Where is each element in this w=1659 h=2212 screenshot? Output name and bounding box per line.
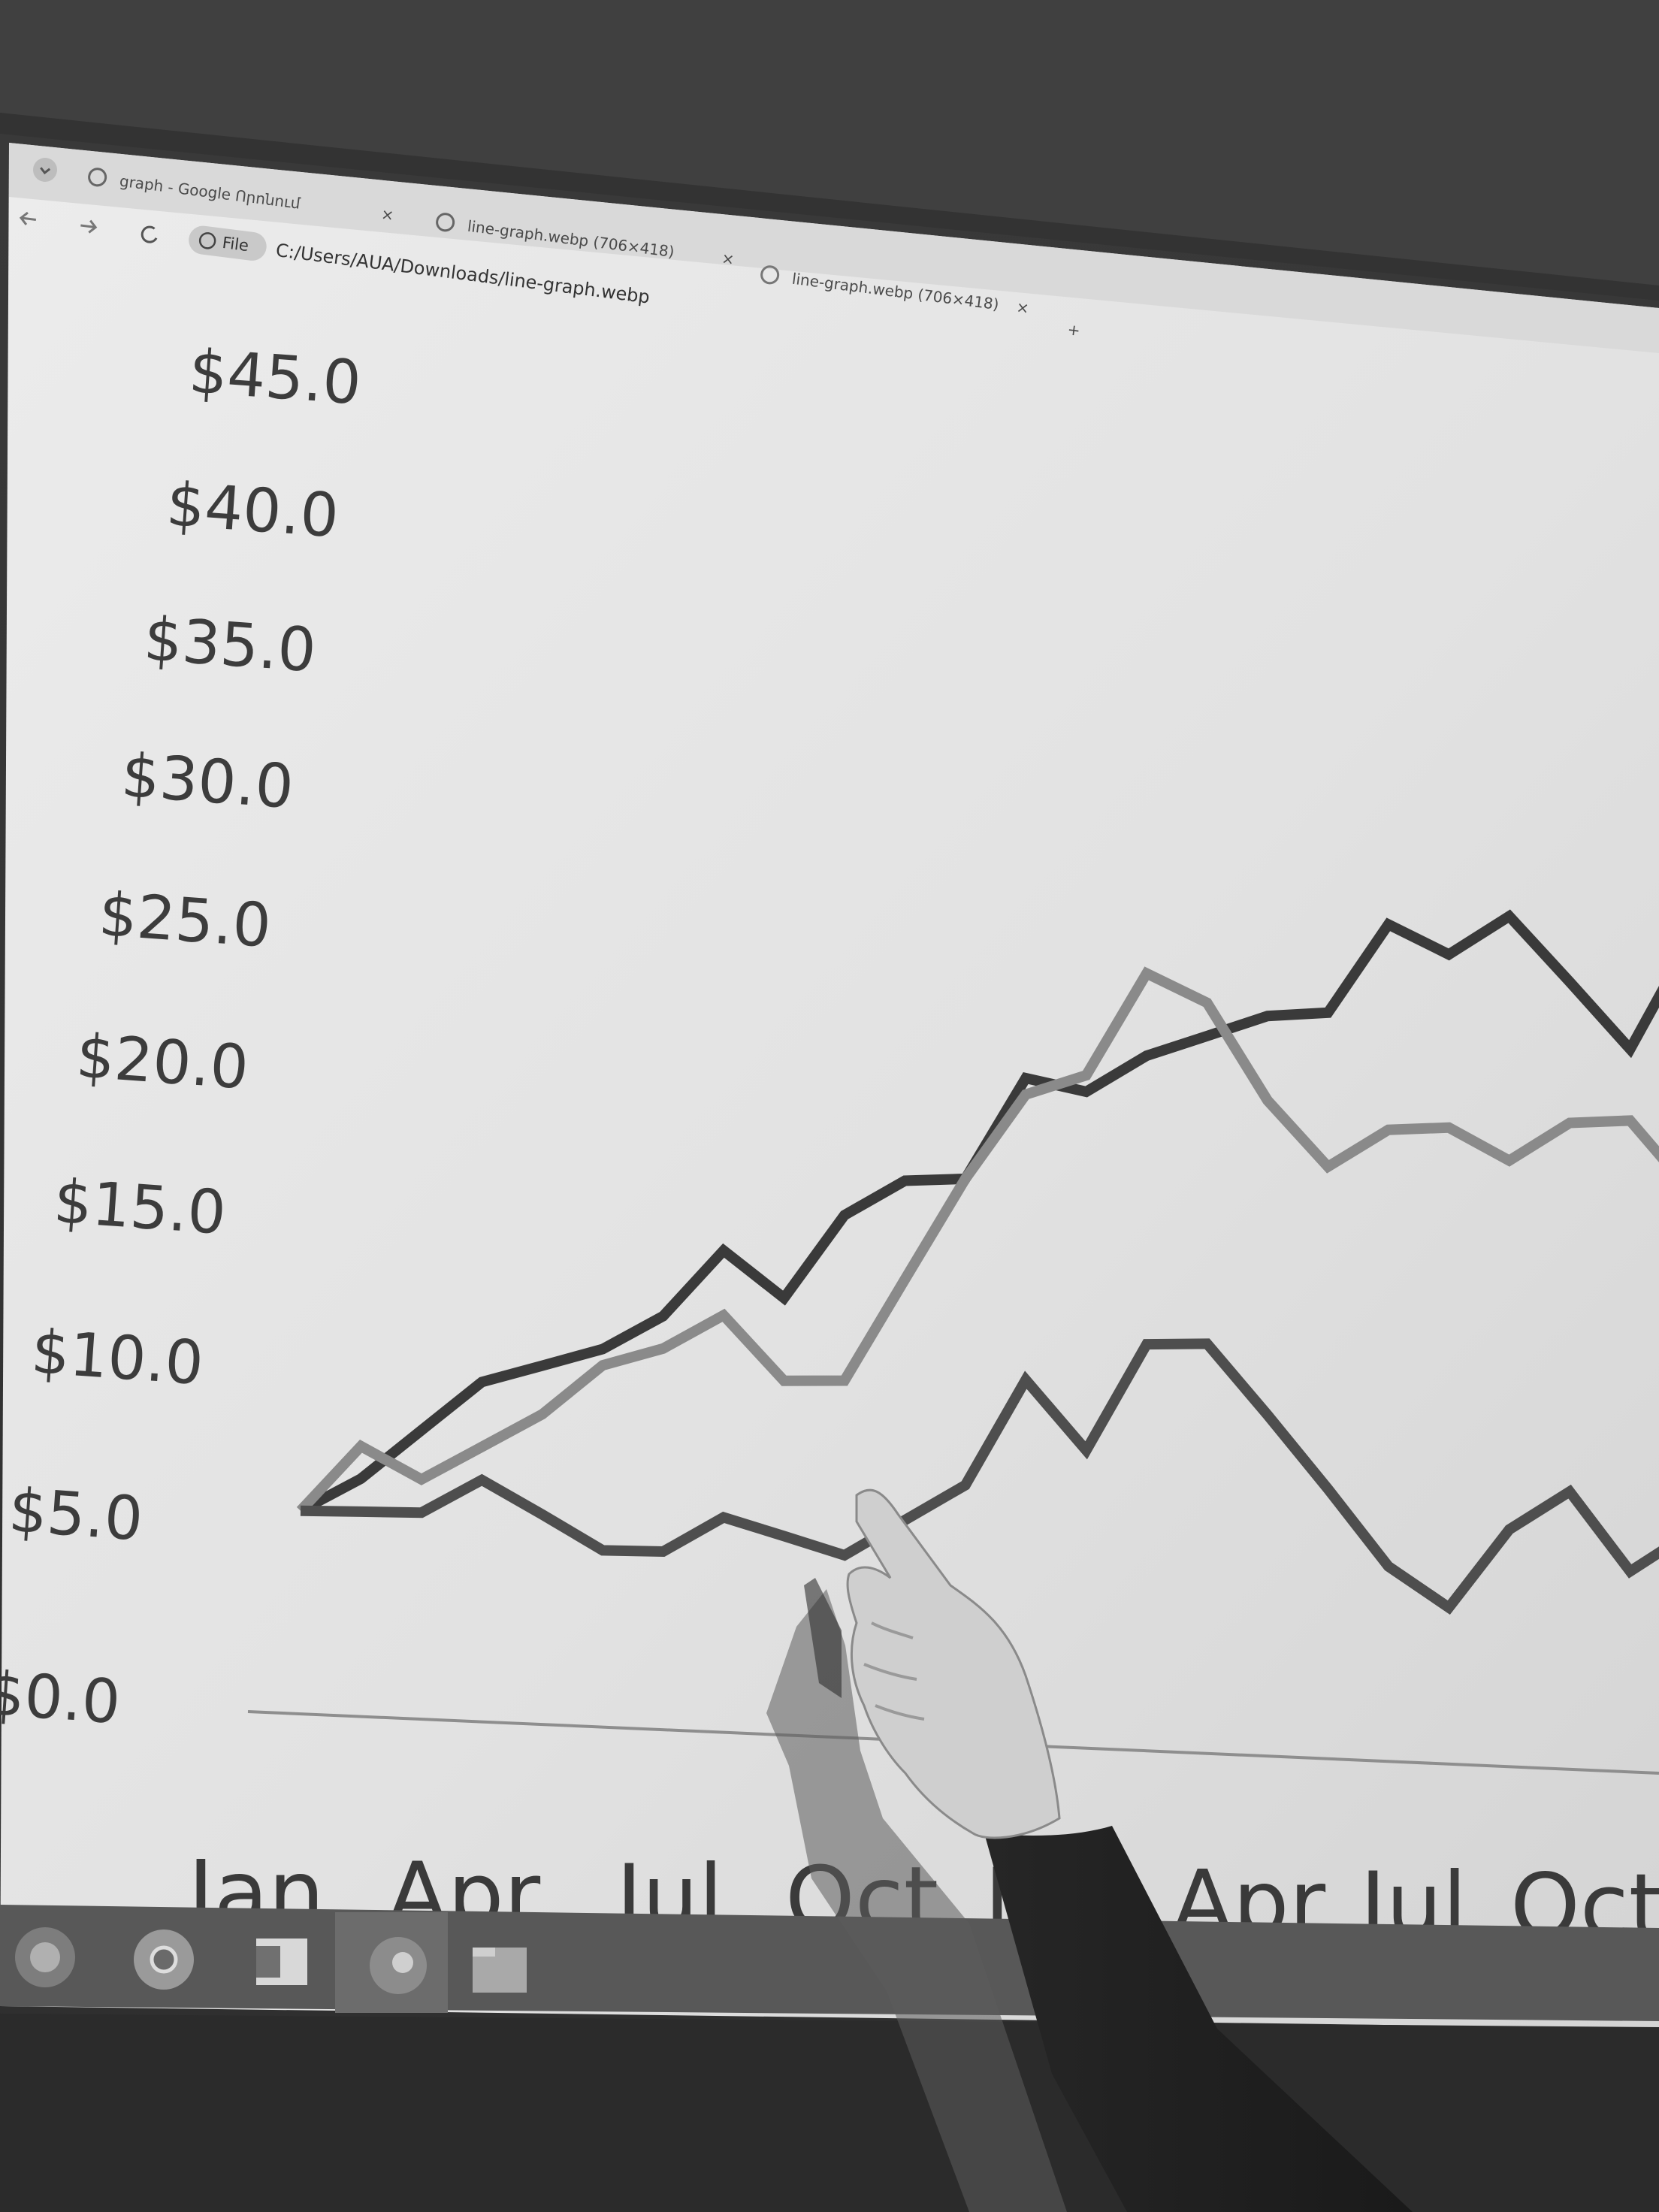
- series-line-2: [296, 966, 1659, 1515]
- y-tick-label: $30.0: [119, 740, 296, 822]
- tab-close-icon[interactable]: ×: [721, 249, 736, 268]
- y-tick-label: $20.0: [74, 1021, 251, 1103]
- y-tick-label: $0.0: [0, 1658, 122, 1737]
- globe-icon: [436, 213, 455, 232]
- taskbar-contacts[interactable]: [370, 1937, 427, 1994]
- file-explorer-icon-tab: [473, 1948, 495, 1957]
- pointing-arm: [984, 1826, 1413, 2212]
- google-g-icon: [88, 168, 107, 187]
- new-tab-button[interactable]: +: [1066, 320, 1081, 340]
- taskbar-word[interactable]: [256, 1939, 307, 1985]
- projected-screen: [0, 143, 1659, 2029]
- screen-top-frame-edge: [0, 113, 1659, 301]
- y-tick-label: $10.0: [29, 1316, 206, 1398]
- chart-series: [296, 909, 1659, 1615]
- back-arrow-icon[interactable]: [19, 211, 37, 225]
- chrome-icon-center: [150, 1945, 178, 1974]
- reload-icon[interactable]: [141, 225, 158, 243]
- taskbar-icons: [15, 1912, 527, 2013]
- screen-top-frame: [0, 0, 1659, 286]
- file-chip-label: File: [221, 234, 249, 255]
- tab-close-icon[interactable]: ×: [380, 205, 395, 225]
- browser-tab-strip: [9, 143, 1659, 353]
- taskbar-chrome[interactable]: [134, 1929, 194, 1990]
- screen-bottom-bezel: [0, 2014, 1659, 2212]
- word-icon-badge: [256, 1946, 280, 1978]
- taskbar-file-explorer[interactable]: [473, 1948, 527, 1993]
- y-tick-label: $40.0: [165, 469, 341, 551]
- hand-shadow: [766, 1589, 1067, 2212]
- tab-list-button[interactable]: [32, 156, 59, 183]
- finger-shadow: [804, 1578, 842, 1698]
- taskbar-firefox[interactable]: [15, 1927, 75, 1987]
- contacts-icon-head: [392, 1952, 413, 1973]
- globe-icon: [760, 265, 780, 285]
- y-tick-label: $45.0: [187, 337, 364, 419]
- y-tick-label: $25.0: [97, 879, 273, 961]
- forward-arrow-icon[interactable]: [80, 219, 98, 234]
- pointing-hand: [846, 1488, 1061, 1839]
- tab-close-icon[interactable]: ×: [1015, 298, 1030, 317]
- y-tick-label: $5.0: [7, 1475, 145, 1554]
- series-line-3: [300, 1338, 1659, 1615]
- chevron-down-icon: [40, 167, 51, 175]
- info-icon: [198, 232, 216, 249]
- y-tick-label: $15.0: [52, 1166, 228, 1248]
- y-tick-label: $35.0: [142, 604, 319, 686]
- hand-knuckle-lines: [863, 1621, 925, 1721]
- file-chip[interactable]: [187, 224, 268, 262]
- firefox-icon-inner: [30, 1942, 60, 1972]
- y-axis-ticks: $45.0 $40.0 $35.0 $30.0 $25.0 $20.0 $15.0 $10.0…: [0, 337, 364, 1738]
- tab-list-button-circle: [33, 158, 57, 182]
